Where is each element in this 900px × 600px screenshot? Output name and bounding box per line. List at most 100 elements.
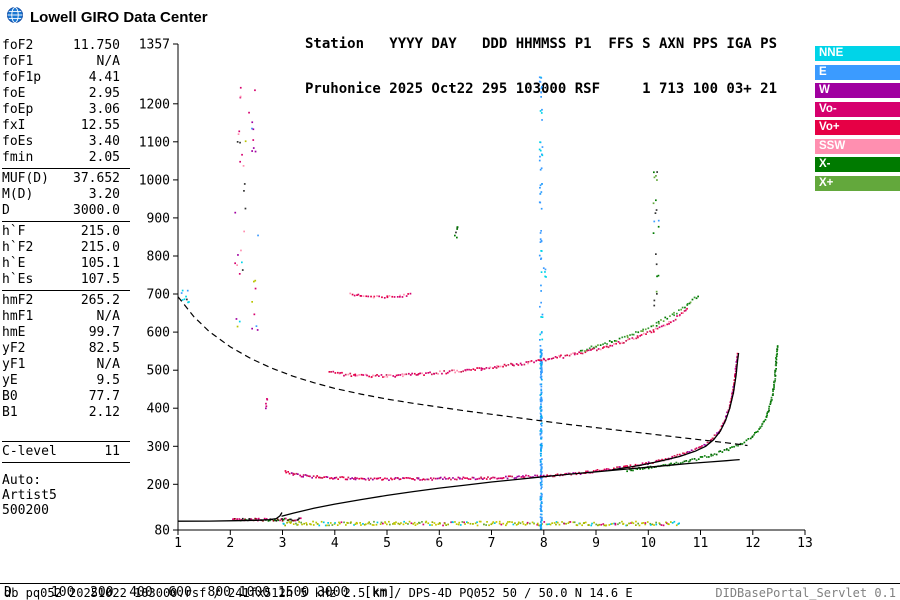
legend-item-ssw: SSW xyxy=(815,138,900,154)
param-value: 3.06 xyxy=(88,102,120,117)
param-row-hes: h`Es 107.5 xyxy=(2,272,130,288)
param-label: foEs xyxy=(2,134,34,149)
param-row-foep: foEp 3.06 xyxy=(2,102,130,118)
svg-text:5: 5 xyxy=(383,536,391,551)
svg-text:800: 800 xyxy=(147,250,170,265)
param-label: yF2 xyxy=(2,341,26,356)
legend-item-vo: Vo- xyxy=(815,101,900,117)
ionogram-plot: 80 200 300 400 500 600 700 800 900 1000 1100 1200 13… xyxy=(135,35,825,555)
param-label: fxI xyxy=(2,118,26,133)
panel-divider xyxy=(2,221,130,222)
param-label: foE xyxy=(2,86,26,101)
panel-divider xyxy=(2,290,130,291)
svg-text:4: 4 xyxy=(331,536,339,551)
param-row-clevel: C-level 11 xyxy=(2,444,130,460)
param-label: foF1 xyxy=(2,54,34,69)
svg-text:600: 600 xyxy=(147,326,170,341)
svg-text:1357: 1357 xyxy=(139,38,170,53)
svg-text:11: 11 xyxy=(693,536,709,551)
param-value: 3.20 xyxy=(88,187,120,202)
param-label: yF1 xyxy=(2,357,26,372)
legend-item-x: X+ xyxy=(815,175,900,191)
param-row-md: M(D) 3.20 xyxy=(2,187,130,203)
param-row-foe: foE 2.95 xyxy=(2,86,130,102)
param-group: MUF(D) 37.652 M(D) 3.20 D 3000.0 xyxy=(2,171,130,219)
param-label: hmF1 xyxy=(2,309,34,324)
status-left: db pq052 20251022 103000.rsf / 241fx512h… xyxy=(4,586,633,600)
svg-text:13: 13 xyxy=(797,536,813,551)
param-value: 107.5 xyxy=(80,272,120,287)
svg-text:10: 10 xyxy=(640,536,656,551)
param-value: 11 xyxy=(104,444,120,459)
svg-text:8: 8 xyxy=(540,536,548,551)
param-row-yf1: yF1 N/A xyxy=(2,357,130,373)
svg-text:3: 3 xyxy=(279,536,287,551)
param-row-ye: yE 9.5 xyxy=(2,373,130,389)
svg-text:900: 900 xyxy=(147,211,170,226)
param-row-he: h`E 105.1 xyxy=(2,256,130,272)
muf-distance-table: D 100 200 400 600 800 1000 1500 3000 [km… xyxy=(4,553,403,600)
station-header-values: Pruhonice 2025 Oct22 295 103000 RSF 1 71… xyxy=(305,81,778,97)
param-value: N/A xyxy=(96,309,120,324)
param-value: 37.652 xyxy=(73,171,120,186)
ionogram-canvas: 8020030040050060070080090010001100120013… xyxy=(139,38,813,552)
param-row-yf2: yF2 82.5 xyxy=(2,341,130,357)
param-value: 2.05 xyxy=(88,150,120,165)
legend-item-x: X- xyxy=(815,157,900,172)
param-label: MUF(D) xyxy=(2,171,49,186)
svg-text:12: 12 xyxy=(745,536,761,551)
status-right: DIDBasePortal_Servlet 0.1 xyxy=(715,586,896,600)
param-label: hmF2 xyxy=(2,293,34,308)
param-value: 9.5 xyxy=(96,373,120,388)
param-value: 99.7 xyxy=(88,325,120,340)
legend-item-nne: NNE xyxy=(815,46,900,61)
param-label: h`Es xyxy=(2,272,34,287)
svg-text:1000: 1000 xyxy=(139,173,170,188)
param-value: 105.1 xyxy=(80,256,120,271)
brand-title: Lowell GIRO Data Center xyxy=(30,8,208,26)
svg-text:9: 9 xyxy=(592,536,600,551)
param-label: foF1p xyxy=(2,70,42,85)
svg-text:2: 2 xyxy=(226,536,234,551)
param-value: 12.55 xyxy=(80,118,120,133)
param-row-b1: B1 2.12 xyxy=(2,405,130,421)
svg-text:300: 300 xyxy=(147,440,170,455)
svg-text:1: 1 xyxy=(174,536,182,551)
param-label: C-level xyxy=(2,444,57,459)
station-header: Station YYYY DAY DDD HHMMSS P1 FFS S AXN… xyxy=(305,7,777,112)
param-row-mufd: MUF(D) 37.652 xyxy=(2,171,130,187)
param-group: C-level 11 xyxy=(2,441,130,463)
param-label: hmE xyxy=(2,325,26,340)
legend-item-vo: Vo+ xyxy=(815,120,900,135)
param-label: fmin xyxy=(2,150,34,165)
svg-text:1200: 1200 xyxy=(139,97,170,112)
param-row-hf2: h`F2 215.0 xyxy=(2,240,130,256)
param-label: D xyxy=(2,203,10,218)
status-bar: db pq052 20251022 103000.rsf / 241fx512h… xyxy=(0,583,900,600)
svg-text:200: 200 xyxy=(147,478,170,493)
param-row-fof2: foF2 11.750 xyxy=(2,38,130,54)
param-value: 11.750 xyxy=(73,38,120,53)
svg-text:6: 6 xyxy=(435,536,443,551)
param-row-fxi: fxI 12.55 xyxy=(2,118,130,134)
svg-text:700: 700 xyxy=(147,288,170,303)
param-label: B1 xyxy=(2,405,18,420)
param-row-fmin: fmin 2.05 xyxy=(2,150,130,166)
app-header: Lowell GIRO Data Center xyxy=(6,6,208,28)
param-value: 3.40 xyxy=(88,134,120,149)
param-row-b0: B0 77.7 xyxy=(2,389,130,405)
svg-text:7: 7 xyxy=(488,536,496,551)
station-header-labels: Station YYYY DAY DDD HHMMSS P1 FFS S AXN… xyxy=(305,36,778,52)
legend-item-e: E xyxy=(815,64,900,80)
globe-icon xyxy=(6,6,24,28)
param-label: M(D) xyxy=(2,187,34,202)
auto-line: Auto: xyxy=(2,473,42,488)
svg-text:1100: 1100 xyxy=(139,135,170,150)
param-value: 2.95 xyxy=(88,86,120,101)
param-value: 265.2 xyxy=(80,293,120,308)
param-value: 215.0 xyxy=(80,224,120,239)
param-label: B0 xyxy=(2,389,18,404)
param-row-d: D 3000.0 xyxy=(2,203,130,219)
svg-text:80: 80 xyxy=(154,524,170,539)
svg-text:400: 400 xyxy=(147,402,170,417)
